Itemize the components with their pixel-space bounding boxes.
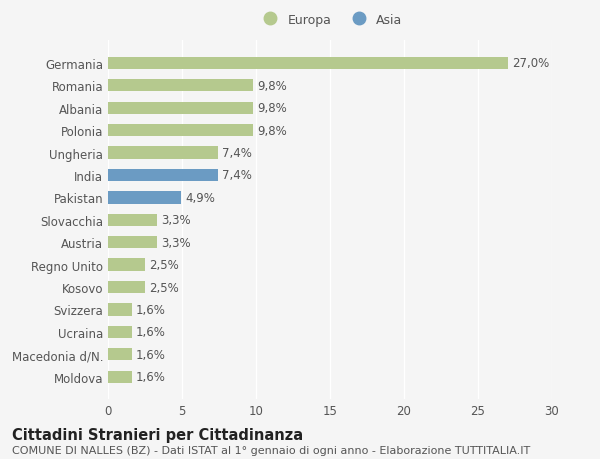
Bar (108, 236, 157, 249)
Text: Cittadini Stranieri per Cittadinanza: Cittadini Stranieri per Cittadinanza (12, 427, 303, 442)
Text: 4,9%: 4,9% (185, 191, 215, 204)
Legend: Europa, Asia: Europa, Asia (253, 9, 407, 32)
Text: 7,4%: 7,4% (222, 169, 252, 182)
Bar (108, 169, 218, 182)
Text: 7,4%: 7,4% (222, 147, 252, 160)
Bar (108, 57, 508, 70)
Text: COMUNE DI NALLES (BZ) - Dati ISTAT al 1° gennaio di ogni anno - Elaborazione TUT: COMUNE DI NALLES (BZ) - Dati ISTAT al 1°… (12, 445, 530, 455)
Text: 1,6%: 1,6% (136, 303, 166, 316)
Text: 27,0%: 27,0% (512, 57, 549, 70)
Bar (108, 371, 131, 383)
Bar (108, 259, 145, 271)
Bar (108, 102, 253, 115)
Bar (108, 214, 157, 226)
Text: 2,5%: 2,5% (149, 281, 179, 294)
Text: 9,8%: 9,8% (257, 79, 287, 93)
Bar (108, 304, 131, 316)
Bar (108, 326, 131, 338)
Text: 1,6%: 1,6% (136, 348, 166, 361)
Text: 3,3%: 3,3% (161, 214, 191, 227)
Bar (108, 125, 253, 137)
Text: 1,6%: 1,6% (136, 370, 166, 383)
Bar (108, 192, 181, 204)
Text: 3,3%: 3,3% (161, 236, 191, 249)
Bar (108, 80, 253, 92)
Bar (108, 281, 145, 294)
Bar (108, 147, 218, 159)
Text: 9,8%: 9,8% (257, 124, 287, 137)
Bar (108, 348, 131, 361)
Text: 1,6%: 1,6% (136, 326, 166, 339)
Text: 2,5%: 2,5% (149, 258, 179, 272)
Text: 9,8%: 9,8% (257, 102, 287, 115)
